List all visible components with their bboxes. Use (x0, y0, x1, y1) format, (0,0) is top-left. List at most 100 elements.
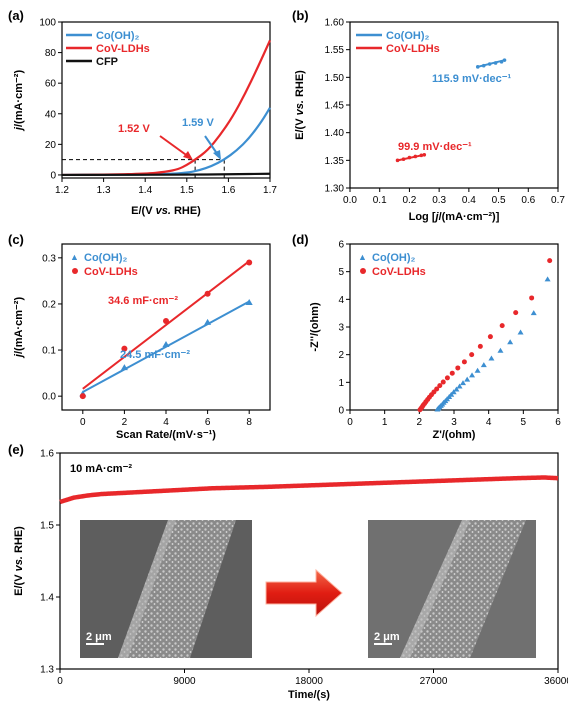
panel-d-y-axis-label: -Z''/(ohm) (309, 302, 321, 352)
panel-d-x-axis-label: Z'/(ohm) (433, 429, 476, 441)
panel-c-xtick-label: 8 (246, 417, 252, 428)
panel-b-ytick-label: 1.50 (325, 73, 345, 84)
panel-c-ytick-label: 0.2 (42, 299, 56, 310)
panel-a-legend-label-cov: CoV-LDHs (96, 43, 150, 55)
panel-c-data-point (79, 393, 86, 400)
panel-b-data-point (422, 153, 427, 157)
panel-c-ytick-label: 0.1 (42, 346, 56, 357)
panel-c-legend-label-cov: CoV-LDHs (84, 266, 138, 278)
panel-b-xtick-label: 0.2 (402, 195, 416, 206)
panel-c-annotation-blue: 24.5 mF·cm⁻² (120, 349, 190, 361)
panel-c-data-point (163, 318, 169, 325)
panel-d-data-point (487, 334, 493, 340)
panel-c-ytick-label: 0.0 (42, 392, 56, 403)
panel-a-series-line (61, 172, 271, 177)
panel-d-ytick-label: 2 (338, 350, 344, 361)
panel-e-series-line (59, 475, 559, 505)
panel-c-xtick-label: 4 (163, 417, 169, 428)
panel-b-annotation-red: 99.9 mV·dec⁻¹ (398, 141, 472, 153)
panel-c-data-point (204, 290, 211, 297)
panel-e-ytick-label: 1.6 (40, 449, 54, 460)
panel-b-ytick-label: 1.60 (325, 18, 345, 29)
panel-d-data-point (474, 367, 481, 373)
panel-label-c: (c) (8, 232, 24, 247)
panel-b-xtick-label: 0.7 (551, 195, 565, 206)
sem-image-after: 2 μm (368, 520, 536, 658)
panel-e-y-axis-label: E/(V vs. RHE) (13, 526, 25, 596)
panel-a-legend-label-cfp: CFP (96, 56, 118, 68)
panel-a-xtick-label: 1.7 (263, 185, 277, 196)
panel-d-ytick-label: 5 (338, 267, 344, 278)
panel-a-ytick-label: 80 (45, 48, 57, 59)
panel-a-chart: 1.2 1.3 1.4 1.5 1.6 1.7 0 20 40 60 80 100 1.52 V 1.… (13, 18, 277, 218)
panel-d-data-point (513, 310, 519, 316)
panel-a-arrowhead-blue (213, 150, 221, 160)
panel-e-xtick-label: 18000 (295, 676, 323, 687)
panel-b-xtick-label: 0.4 (462, 195, 476, 206)
panel-b-x-axis-label: Log [j/(mA·cm⁻²)] (409, 211, 500, 223)
panel-b-data-point (475, 65, 480, 69)
panel-a-ytick-label: 20 (45, 140, 57, 151)
panel-a-xtick-label: 1.3 (97, 185, 111, 196)
panel-d-data-point (488, 355, 495, 361)
panel-b-data-point (499, 60, 504, 64)
panel-d-data-point (507, 339, 514, 345)
panel-a-y-axis-label: j/(mA·cm⁻²) (13, 70, 25, 133)
panel-e-xtick-label: 36000 (544, 676, 568, 687)
panel-c-data-point (204, 318, 212, 325)
panel-a-frame (61, 21, 271, 179)
panel-e-annotation: 10 mA·cm⁻² (70, 463, 132, 475)
panel-a-ytick-label: 0 (50, 170, 56, 181)
panel-d-xtick-label: 0 (347, 417, 353, 428)
panel-label-b: (b) (292, 8, 309, 23)
panel-label-d: (d) (292, 232, 309, 247)
panel-c-data-point (162, 341, 170, 348)
panel-d-ytick-label: 6 (338, 240, 344, 251)
panel-d-legend-label-cov: CoV-LDHs (372, 266, 426, 278)
panel-c-data-point (246, 259, 253, 266)
panel-d-data-point (437, 383, 443, 389)
panel-d-data-point (453, 386, 460, 392)
sem-scale-label-before: 2 μm (86, 631, 112, 643)
panel-d-data-point (440, 379, 446, 385)
panel-d-data-point (434, 386, 440, 392)
panel-c-xtick-label: 6 (205, 417, 211, 428)
panel-d-ytick-label: 1 (338, 378, 344, 389)
panel-d-legend-marker-cov (360, 268, 366, 274)
panel-b-data-point (395, 158, 400, 163)
panel-c-ytick-label: 0.3 (42, 253, 56, 264)
panel-d-xtick-label: 2 (417, 417, 423, 428)
panel-c-xtick-label: 0 (80, 417, 86, 428)
panel-e-ytick-label: 1.3 (40, 665, 54, 676)
panel-b-annotation-blue: 115.9 mV·dec⁻¹ (432, 73, 512, 85)
panel-b-data-point (413, 154, 418, 159)
panel-a-annotation-red: 1.52 V (118, 123, 150, 135)
panel-b-ytick-label: 1.35 (325, 156, 345, 167)
panel-b-data-point (401, 157, 406, 162)
panel-e-xtick-label: 9000 (173, 676, 196, 687)
panel-c-data-point (121, 345, 128, 352)
panel-a-xtick-label: 1.5 (180, 185, 194, 196)
panel-b-data-point (493, 61, 498, 65)
panel-b-ytick-label: 1.45 (325, 101, 345, 112)
panel-b-xtick-label: 0.0 (343, 195, 357, 206)
panel-c-fit-line (82, 260, 250, 390)
panel-b-data-point (419, 153, 424, 158)
panel-d-data-point (469, 372, 476, 378)
sem-scale-label-after: 2 μm (374, 631, 400, 643)
panel-b-data-point (407, 155, 412, 160)
panel-d-data-point (517, 329, 524, 335)
panel-b-xtick-label: 0.3 (432, 195, 446, 206)
panel-b-xtick-label: 0.5 (492, 195, 506, 206)
panel-c-legend-marker-co: ▲ (70, 252, 79, 262)
panel-a-annotation-blue: 1.59 V (182, 117, 214, 129)
panel-a-legend-label-co: Co(OH)₂ (96, 30, 139, 42)
panel-d-xtick-label: 3 (451, 417, 457, 428)
panel-d-chart: 0 1 2 3 4 5 6 0 1 2 3 4 5 6 ▲ Co(OH)₂ CoV-LDHs Z'/(oh… (309, 240, 561, 442)
panel-d-data-point (469, 352, 475, 358)
panel-c-chart: 0 2 4 6 8 0.0 0.1 0.2 0.3 ▲ Co(OH)₂ CoV-LDHs 34.… (13, 243, 271, 441)
panel-d-data-point (455, 365, 461, 371)
panel-d-xtick-label: 5 (521, 417, 527, 428)
panel-e-xtick-label: 27000 (420, 676, 448, 687)
